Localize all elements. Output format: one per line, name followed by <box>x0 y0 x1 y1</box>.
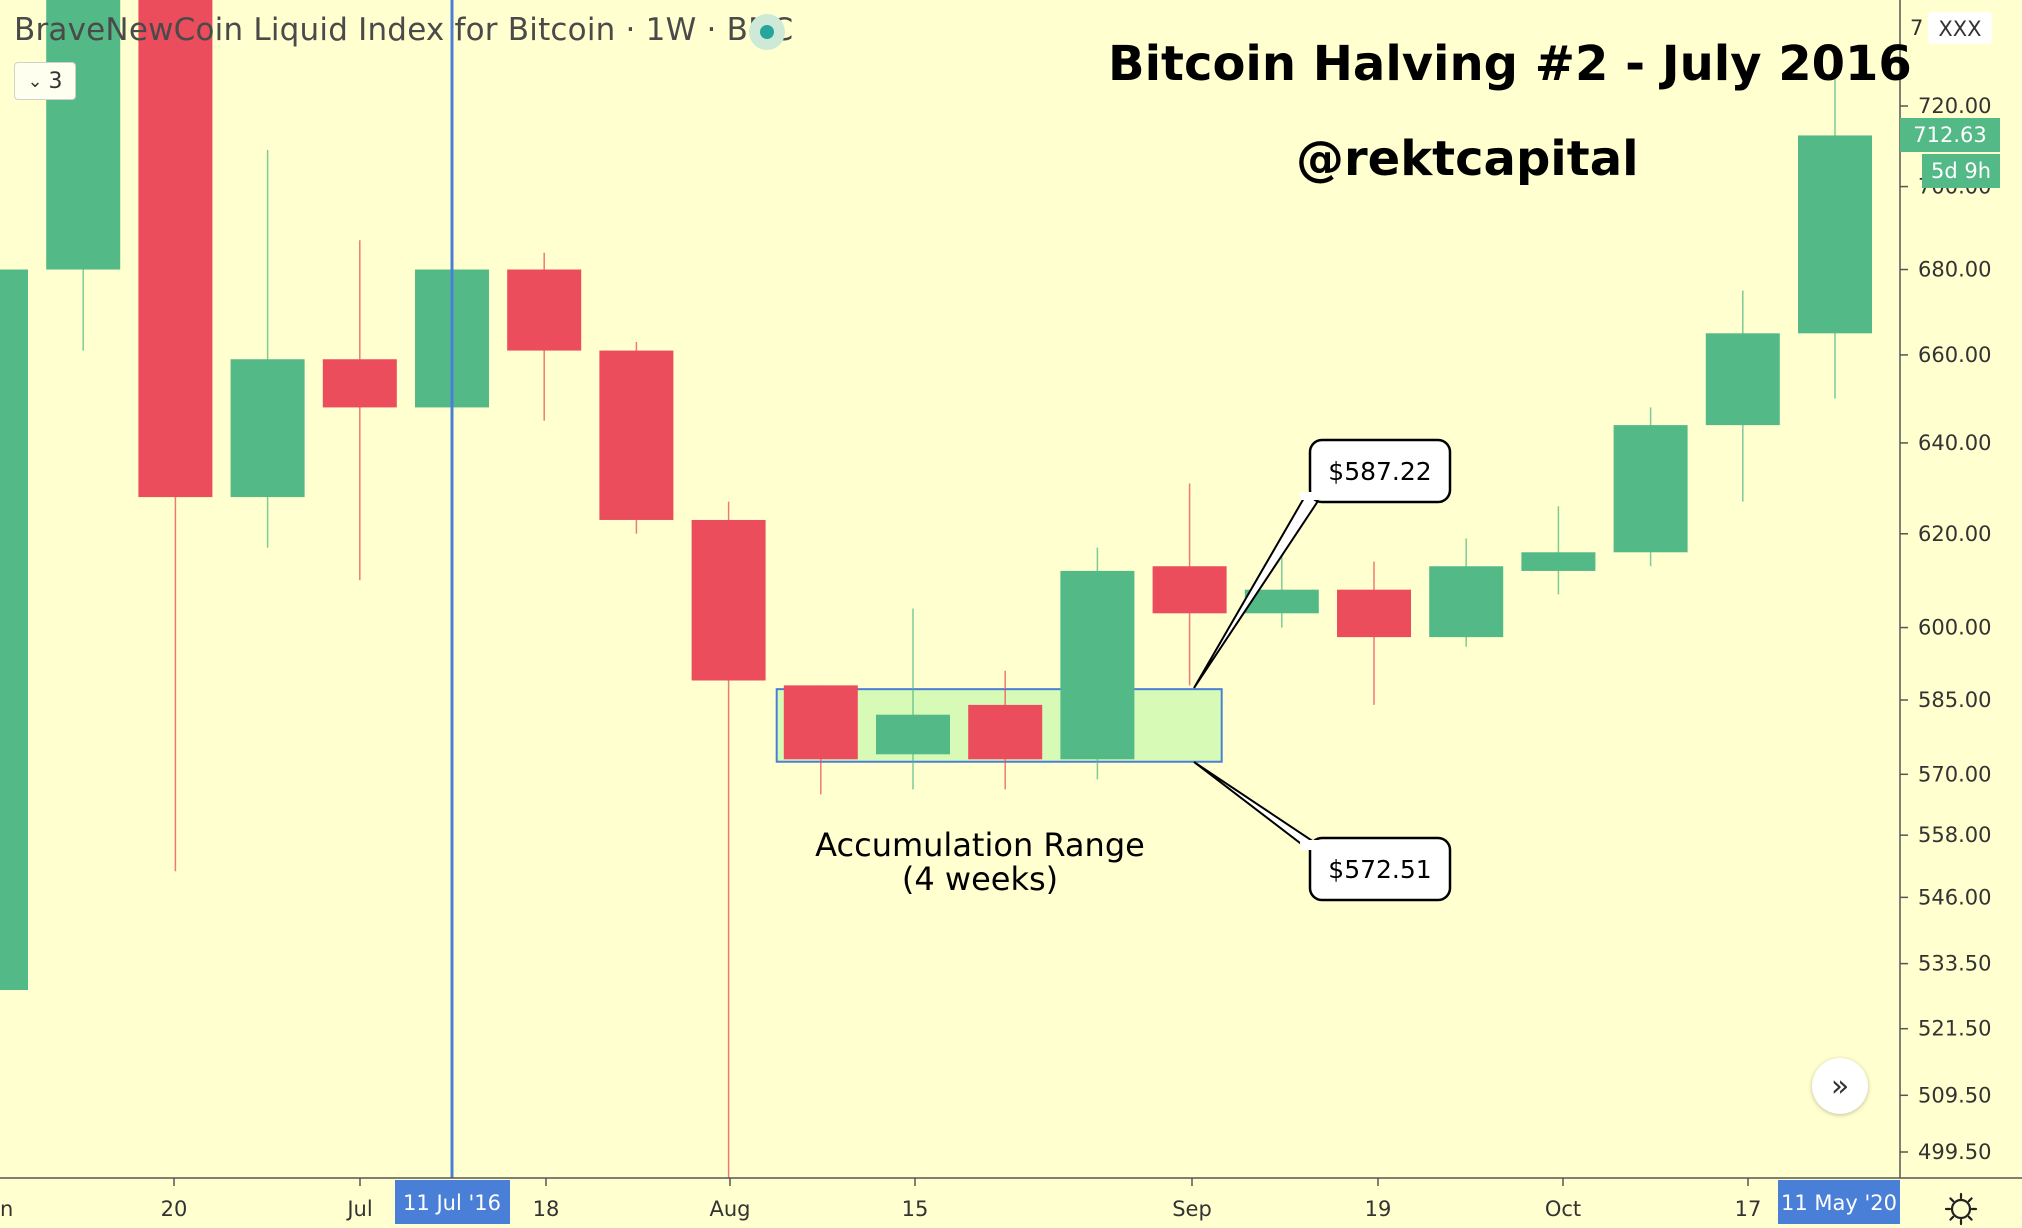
candle[interactable] <box>1060 547 1135 780</box>
time-tick-label: 20 <box>161 1197 188 1221</box>
candle[interactable] <box>230 150 305 548</box>
candle-body <box>230 359 305 498</box>
candle-body <box>138 0 213 498</box>
author-handle: @rektcapital <box>1296 131 1639 187</box>
time-tick-label: 17 <box>1735 1197 1762 1221</box>
candle-body <box>968 704 1043 760</box>
range-label-line2: (4 weeks) <box>901 860 1059 898</box>
candle[interactable] <box>46 0 121 351</box>
price-tick-label: 620.00 <box>1918 522 1991 546</box>
countdown-badge: 5d 9h <box>1922 154 2000 188</box>
candle[interactable] <box>1152 483 1227 686</box>
candle-body <box>1244 589 1319 614</box>
svg-text:11 May '20: 11 May '20 <box>1781 1191 1897 1215</box>
scroll-to-realtime-button[interactable]: » <box>1812 1058 1868 1114</box>
last-price-badge: 712.63 <box>1900 118 2000 152</box>
candle-body <box>1613 425 1688 553</box>
collapse-count: 3 <box>48 68 63 94</box>
svg-text:XXX: XXX <box>1938 17 1981 41</box>
price-tick-label: 558.00 <box>1918 823 1991 847</box>
time-axis[interactable]: 20 Jul 18 Aug 15 Sep 19 Oct 17 n <box>0 1178 1761 1221</box>
candle-body <box>1152 566 1227 614</box>
candle[interactable] <box>138 0 213 872</box>
range-label-line1: Accumulation Range <box>815 826 1145 864</box>
upper-price-callout: $587.22 <box>1193 438 1452 689</box>
time-tick-label: Oct <box>1545 1197 1581 1221</box>
candle[interactable] <box>0 187 28 1037</box>
time-tick-label: Sep <box>1172 1197 1212 1221</box>
chart-headline: Bitcoin Halving #2 - July 2016 <box>1108 36 1912 92</box>
price-axis[interactable]: 720.00700.00680.00660.00640.00620.00600.… <box>1900 94 1991 1164</box>
price-tick-label: 600.00 <box>1918 616 1991 640</box>
candle-body <box>599 350 674 520</box>
time-tick-label: 15 <box>902 1197 929 1221</box>
price-tick-label: 660.00 <box>1918 343 1991 367</box>
candle-body <box>507 269 582 351</box>
candle-body <box>1798 135 1872 334</box>
accumulation-range-label: Accumulation Range (4 weeks) <box>780 828 1180 896</box>
candle[interactable] <box>1429 538 1504 647</box>
candle[interactable] <box>1613 407 1688 567</box>
price-tick-partial: 7 <box>1910 16 1923 40</box>
price-tick-label: 499.50 <box>1918 1140 1991 1164</box>
price-tick-label: 521.50 <box>1918 1017 1991 1041</box>
crosshair-date-badge: 11 Jul '16 <box>395 1180 510 1224</box>
price-tick-label: 509.50 <box>1918 1083 1991 1107</box>
price-tick-label: 570.00 <box>1918 762 1991 786</box>
price-tick-label: 546.00 <box>1918 885 1991 909</box>
time-tick-label: Jul <box>345 1197 372 1221</box>
symbol-badge[interactable]: 7 XXX <box>1910 12 1992 44</box>
candle[interactable] <box>1337 561 1411 705</box>
last-date-badge: 11 May '20 <box>1778 1180 1900 1224</box>
legend-collapse-button[interactable]: ⌄ 3 <box>14 62 76 100</box>
candle[interactable] <box>599 341 674 534</box>
candle[interactable] <box>322 240 397 581</box>
chart-legend-title: BraveNewCoin Liquid Index for Bitcoin · … <box>14 12 794 48</box>
candle-body <box>691 519 766 681</box>
svg-text:712.63: 712.63 <box>1913 123 1986 147</box>
market-status-dot[interactable] <box>749 14 785 50</box>
candle[interactable] <box>876 608 950 790</box>
candle-body <box>1705 333 1780 426</box>
candle-body <box>1337 589 1411 638</box>
candle-body <box>46 0 121 270</box>
candle-body <box>1060 570 1135 760</box>
candle[interactable] <box>1798 66 1872 399</box>
candle-body <box>1429 566 1504 638</box>
upper-price-label: $587.22 <box>1328 457 1431 486</box>
svg-text:5d 9h: 5d 9h <box>1931 159 1991 183</box>
lower-price-label: $572.51 <box>1328 855 1431 884</box>
candle[interactable] <box>507 252 582 421</box>
svg-text:11 Jul '16: 11 Jul '16 <box>403 1191 501 1215</box>
time-tick-label: Aug <box>709 1197 750 1221</box>
candle-body <box>1521 552 1596 571</box>
price-tick-label: 533.50 <box>1918 952 1991 976</box>
candle[interactable] <box>1244 556 1319 628</box>
candle[interactable] <box>1521 506 1596 595</box>
chevron-down-icon: ⌄ <box>27 70 43 92</box>
price-tick-label: 680.00 <box>1918 258 1991 282</box>
price-tick-label: 640.00 <box>1918 431 1991 455</box>
time-tick-label: 18 <box>533 1197 560 1221</box>
price-tick-label: 720.00 <box>1918 94 1991 118</box>
gear-icon[interactable] <box>1944 1192 1978 1226</box>
candle[interactable] <box>1705 290 1780 502</box>
candle-body <box>783 685 858 760</box>
candle[interactable] <box>691 501 766 1178</box>
lower-price-callout: $572.51 <box>1193 761 1452 902</box>
candle-body <box>876 714 950 755</box>
candle[interactable] <box>783 685 858 795</box>
candle-body <box>322 359 397 408</box>
price-tick-label: 585.00 <box>1918 688 1991 712</box>
time-tick-label-partial: n <box>0 1197 13 1221</box>
double-chevron-right-icon: » <box>1830 1068 1850 1104</box>
candles-layer <box>0 0 1872 1178</box>
candle-body <box>0 269 28 991</box>
candle[interactable] <box>968 670 1043 790</box>
time-tick-label: 19 <box>1365 1197 1392 1221</box>
